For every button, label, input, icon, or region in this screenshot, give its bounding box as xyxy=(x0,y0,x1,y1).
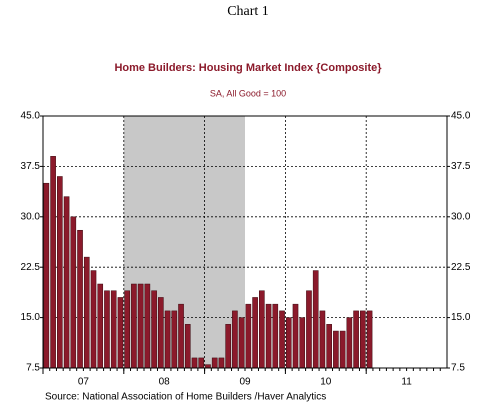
bar xyxy=(272,303,279,369)
bar xyxy=(319,310,326,369)
x-tick-label: 08 xyxy=(159,377,171,388)
bar xyxy=(97,283,104,369)
bar xyxy=(306,290,312,369)
y-tick-label: 45.0 xyxy=(21,111,41,122)
y2-tick-label: 15.0 xyxy=(451,312,471,323)
y-tick-label: 7.5 xyxy=(26,363,40,374)
y2-tick-label: 7.5 xyxy=(451,363,465,374)
bar xyxy=(50,156,56,369)
bar xyxy=(137,283,144,369)
bar xyxy=(70,216,77,369)
bar xyxy=(117,297,124,369)
bar xyxy=(77,229,83,369)
bar xyxy=(265,303,272,369)
bar xyxy=(158,297,164,369)
y2-tick-label: 37.5 xyxy=(451,161,471,172)
bar xyxy=(353,310,359,369)
bar xyxy=(43,182,50,369)
x-tick-label: 11 xyxy=(401,377,412,388)
chart-title: Home Builders: Housing Market Index {Com… xyxy=(114,62,382,74)
bar xyxy=(238,317,245,369)
bar xyxy=(312,270,319,369)
bar xyxy=(245,303,252,369)
bar xyxy=(184,324,191,369)
bar xyxy=(299,317,306,369)
bar xyxy=(144,283,151,369)
bar xyxy=(63,196,70,369)
bar xyxy=(285,317,292,369)
y2-tick-label: 30.0 xyxy=(451,211,471,222)
bar xyxy=(191,357,198,369)
bar xyxy=(292,303,299,369)
bar xyxy=(151,290,157,369)
y-tick-label: 30.0 xyxy=(21,211,41,222)
bar xyxy=(279,310,285,369)
plot-frame xyxy=(42,115,448,369)
bar xyxy=(211,357,218,369)
x-tick-label: 09 xyxy=(239,377,251,388)
source-note: Source: National Association of Home Bui… xyxy=(45,392,326,403)
bar xyxy=(366,310,373,369)
bar xyxy=(326,324,332,369)
bar xyxy=(360,310,366,369)
y-tick-label: 37.5 xyxy=(21,161,41,172)
bar xyxy=(171,310,178,369)
bar xyxy=(198,357,205,369)
bar xyxy=(110,290,117,369)
x-tick-label: 07 xyxy=(78,377,90,388)
bar xyxy=(90,270,97,369)
bar xyxy=(218,357,225,369)
y-tick-label: 22.5 xyxy=(21,262,41,273)
x-tick-label: 10 xyxy=(320,377,332,388)
bar xyxy=(104,290,110,369)
bar xyxy=(124,290,130,369)
bar xyxy=(83,256,90,369)
bar xyxy=(333,330,339,369)
y-tick-label: 15.0 xyxy=(21,312,41,323)
bar xyxy=(131,283,137,369)
chart-subtitle: SA, All Good = 100 xyxy=(210,88,286,98)
bar xyxy=(339,330,346,369)
chart-heading: Chart 1 xyxy=(227,4,269,19)
bar xyxy=(164,310,171,369)
bar xyxy=(225,324,231,369)
bar xyxy=(259,290,265,369)
bar xyxy=(57,176,63,369)
bar xyxy=(346,317,353,369)
bar xyxy=(205,364,211,369)
bar xyxy=(232,310,238,369)
y2-tick-label: 45.0 xyxy=(451,111,471,122)
bar xyxy=(252,297,258,369)
bar xyxy=(178,303,184,369)
recession-shade xyxy=(123,116,245,368)
y2-tick-label: 22.5 xyxy=(451,262,471,273)
